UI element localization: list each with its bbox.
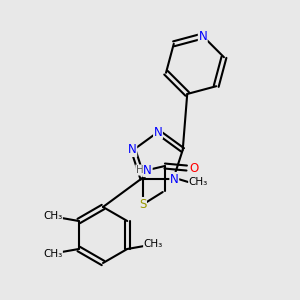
Text: CH₃: CH₃ [189,177,208,187]
Text: CH₃: CH₃ [43,211,62,221]
Text: O: O [189,161,198,175]
Text: CH₃: CH₃ [43,249,62,259]
Text: CH₃: CH₃ [144,239,163,249]
Text: N: N [154,125,162,139]
Text: N: N [198,29,207,43]
Text: H: H [136,165,144,175]
Text: N: N [128,143,136,157]
Text: N: N [143,164,152,176]
Text: N: N [170,172,179,185]
Text: S: S [139,197,146,211]
